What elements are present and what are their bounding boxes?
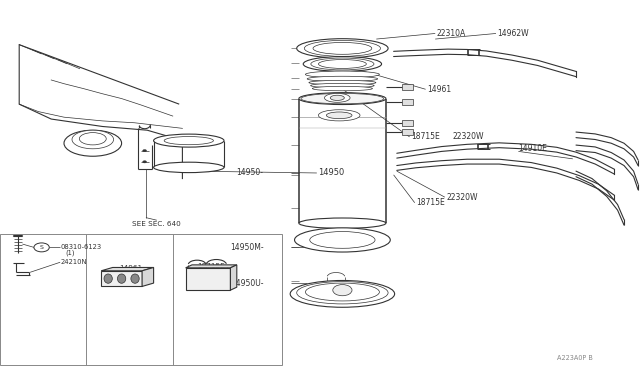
Ellipse shape [310, 83, 374, 88]
Text: 22320W: 22320W [446, 193, 477, 202]
Bar [186, 268, 230, 290]
Ellipse shape [297, 282, 388, 304]
Circle shape [143, 161, 147, 163]
Bar [402, 120, 413, 126]
Text: 22320W: 22320W [452, 132, 484, 141]
Ellipse shape [307, 76, 378, 81]
Bar [402, 129, 413, 135]
Ellipse shape [309, 80, 376, 85]
Circle shape [333, 285, 352, 296]
Ellipse shape [330, 95, 344, 100]
Ellipse shape [319, 110, 360, 121]
Polygon shape [230, 265, 237, 290]
Text: 14950M-: 14950M- [230, 243, 264, 252]
Text: 18715E: 18715E [416, 198, 445, 207]
Ellipse shape [305, 283, 380, 301]
Ellipse shape [299, 93, 386, 105]
Ellipse shape [72, 130, 114, 149]
Bar [402, 99, 413, 105]
Polygon shape [186, 265, 237, 268]
Text: 14962W: 14962W [497, 29, 529, 38]
Bar [0, 234, 282, 365]
Ellipse shape [297, 39, 388, 58]
Ellipse shape [294, 228, 390, 252]
Polygon shape [142, 267, 154, 286]
Ellipse shape [319, 60, 366, 68]
Polygon shape [101, 267, 154, 271]
Text: 08310-6123: 08310-6123 [61, 244, 102, 250]
Ellipse shape [324, 93, 350, 102]
Bar [402, 84, 413, 90]
Ellipse shape [301, 93, 384, 104]
Text: 24210N: 24210N [61, 259, 87, 265]
Ellipse shape [164, 137, 214, 145]
Text: S: S [40, 245, 44, 250]
Ellipse shape [154, 162, 224, 173]
Text: A223A0P B: A223A0P B [557, 355, 593, 361]
Ellipse shape [131, 274, 140, 283]
Ellipse shape [154, 134, 224, 147]
Text: 22310A: 22310A [436, 29, 466, 38]
Text: 14961: 14961 [427, 85, 451, 94]
Text: 14950: 14950 [318, 169, 344, 177]
Ellipse shape [118, 274, 125, 283]
Ellipse shape [310, 231, 375, 248]
Ellipse shape [104, 274, 113, 283]
Bar [101, 271, 142, 286]
Text: 14950U-: 14950U- [231, 279, 264, 288]
Ellipse shape [326, 112, 352, 119]
Ellipse shape [303, 57, 381, 71]
Ellipse shape [305, 71, 380, 78]
Text: 18715E: 18715E [411, 132, 440, 141]
Ellipse shape [313, 42, 372, 54]
Ellipse shape [290, 280, 395, 307]
Ellipse shape [312, 86, 372, 91]
Text: SEE SEC. 640: SEE SEC. 640 [132, 221, 181, 227]
Text: (1): (1) [65, 250, 75, 256]
Ellipse shape [79, 133, 106, 145]
Ellipse shape [299, 218, 386, 228]
Text: 14950-: 14950- [237, 169, 264, 177]
Text: 14910E: 14910E [518, 144, 547, 153]
Circle shape [143, 150, 147, 152]
Text: 14961: 14961 [120, 265, 143, 271]
Ellipse shape [64, 130, 122, 156]
Text: 18715E: 18715E [197, 263, 225, 269]
